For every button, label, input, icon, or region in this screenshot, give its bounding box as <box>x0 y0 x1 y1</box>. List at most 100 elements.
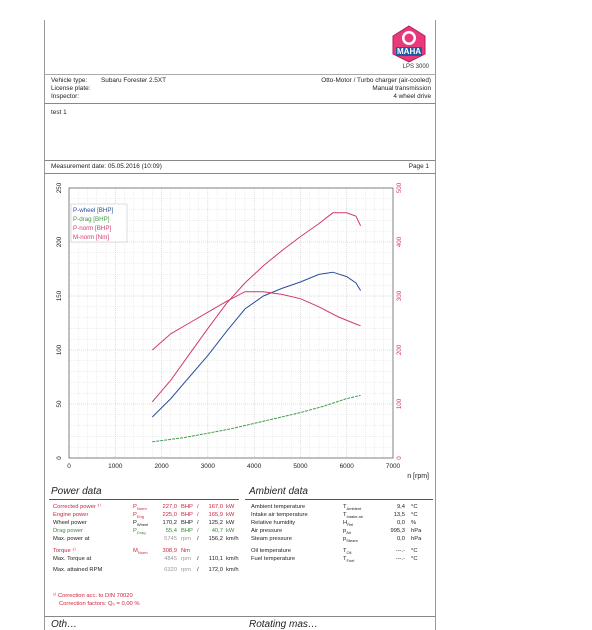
bottom-rule <box>45 616 435 617</box>
power-row-value2: 165,9 <box>208 512 223 518</box>
power-row-unit2: kW <box>226 528 235 534</box>
power-row-symbol: MNorm <box>133 548 148 556</box>
power-data-row: Corrected power ¹⁾ PNorm 227,0 BHP / 167,0 kW <box>51 504 239 511</box>
ambient-data-rule <box>245 499 433 500</box>
ambient-row-label: Air pressure <box>251 528 283 534</box>
x-tick-label: 4000 <box>247 463 262 470</box>
power-row-separator: / <box>197 520 199 526</box>
power-row-value2: 172,0 <box>208 567 223 573</box>
power-row-label: Drag power <box>53 528 83 534</box>
x-tick-label: 1000 <box>108 463 123 470</box>
y-right-tick-label: 100 <box>396 398 403 409</box>
power-row-symbol: PNorm <box>133 504 147 512</box>
power-row-separator: / <box>197 512 199 518</box>
power-row-value1: 225,0 <box>162 512 177 518</box>
power-row-separator: / <box>197 504 199 510</box>
ambient-data-row: Intake air temperature TIntake air 13,5 °C <box>249 512 433 519</box>
ambient-row-symbol: pAir <box>343 528 352 536</box>
ambient-row-value: 9,4 <box>396 504 405 510</box>
power-data-title: Power data <box>51 486 102 497</box>
power-row-label: Torque ¹⁾ <box>53 548 76 554</box>
ambient-row-symbol: pSteam <box>343 536 358 544</box>
ambient-row-unit: °C <box>411 504 418 510</box>
p-drag-series-line <box>152 394 361 443</box>
power-row-unit1: Nm <box>181 548 191 554</box>
power-row-value2: 125,2 <box>208 520 223 526</box>
power-row-value2: 156,2 <box>208 536 223 542</box>
power-row-unit2: kW <box>226 504 235 510</box>
power-row-label: Max. power at <box>53 536 90 542</box>
power-row-unit1: rpm <box>181 556 191 562</box>
power-row-unit2: kW <box>226 520 235 526</box>
power-row-unit1: rpm <box>181 567 191 573</box>
power-row-separator: / <box>197 556 199 562</box>
vehicle-info-left: Vehicle type: Subaru Forester 2.5XT Lice… <box>51 77 166 101</box>
y-left-tick-label: 100 <box>56 344 63 355</box>
power-row-value1: 4845 <box>164 556 177 562</box>
power-row-unit1: BHP <box>181 520 193 526</box>
footnote-factors: Correction factors: Q₀ = 0,00 % <box>59 601 140 607</box>
power-row-unit1: BHP <box>181 512 193 518</box>
ambient-row-subscript: Air <box>346 530 352 536</box>
power-row-symbol: PDrag <box>133 528 146 536</box>
ambient-row-value: 0,0 <box>396 536 405 542</box>
power-row-label: Max. attained RPM <box>53 567 103 573</box>
x-tick-label: 2000 <box>154 463 169 470</box>
engine-type: Otto-Motor / Turbo charger (air-cooled) <box>321 77 431 84</box>
ambient-data-title: Ambient data <box>249 486 308 497</box>
ambient-row-value: 995,3 <box>390 528 405 534</box>
power-row-symbol: PEng <box>133 512 144 520</box>
ambient-row-symbol: TAmbient <box>343 504 362 512</box>
header-divider <box>45 103 435 104</box>
power-row-value2: 110,1 <box>208 556 223 562</box>
x-tick-label: 5000 <box>293 463 308 470</box>
power-row-symbol: PWheel <box>133 520 149 528</box>
ambient-row-unit: hPa <box>411 536 422 542</box>
ambient-row-subscript: Rel <box>347 522 354 528</box>
y-left-tick-label: 150 <box>56 290 63 301</box>
power-row-unit2: kW <box>226 512 235 518</box>
power-row-subscript: Norm <box>136 506 147 512</box>
ambient-row-label: Steam pressure <box>251 536 292 542</box>
legend-entry: P-drag [BHP] <box>73 216 110 223</box>
ambient-row-label: Intake air temperature <box>251 512 308 518</box>
y-right-tick-label: 200 <box>396 344 403 355</box>
rotating-mass-title: Rotating mas… <box>249 619 318 630</box>
legend-entry: M-norm [Nm] <box>73 234 109 241</box>
power-data-row: Max. attained RPM 6320 rpm / 172,0 km/h <box>51 567 239 574</box>
x-tick-label: 0 <box>67 463 71 470</box>
power-data-row: Max. Torque at 4845 rpm / 110,1 km/h <box>51 556 239 563</box>
power-row-value1: 5745 <box>164 536 177 542</box>
ambient-row-symbol: TIntake air <box>343 512 363 520</box>
ambient-row-unit: hPa <box>411 528 422 534</box>
license-plate-label: License plate: <box>51 85 91 92</box>
power-row-label: Wheel power <box>53 520 87 526</box>
power-row-subscript: Drag <box>136 530 146 536</box>
vehicle-type-value: Subaru Forester 2.5XT <box>101 77 167 84</box>
x-tick-label: 6000 <box>340 463 355 470</box>
logo-caption: LPS 3000 <box>402 64 429 70</box>
maha-logo-icon: MAHA <box>392 25 426 63</box>
chart-series <box>151 212 362 443</box>
legend-entry: P-wheel [BHP] <box>73 207 114 214</box>
power-row-unit2: km/h <box>226 567 239 573</box>
power-row-value1: 170,2 <box>162 520 177 526</box>
ambient-row-symbol: TFuel <box>343 556 355 564</box>
power-row-separator: / <box>197 528 199 534</box>
ambient-row-label: Ambient temperature <box>251 504 306 510</box>
ambient-data-row: Steam pressure pSteam 0,0 hPa <box>249 536 433 543</box>
power-data-row: Engine power PEng 225,0 BHP / 165,9 kW <box>51 512 239 519</box>
y-right-tick-label: 500 <box>396 182 403 193</box>
power-row-unit2: km/h <box>226 536 239 542</box>
ambient-row-value: ---.- <box>395 556 405 562</box>
power-row-subscript: Eng <box>136 514 144 520</box>
dyno-report-sheet: MAHA LPS 3000 Vehicle type: Subaru Fores… <box>44 20 436 630</box>
vehicle-type-label: Vehicle type: <box>51 77 88 84</box>
power-row-unit1: BHP <box>181 528 193 534</box>
ambient-row-symbol: TOil <box>343 548 352 556</box>
ambient-data-row: Oil temperature TOil ---.- °C <box>249 548 433 555</box>
power-row-label: Engine power <box>53 512 89 518</box>
power-row-value2: 40,7 <box>211 528 223 534</box>
svg-text:MAHA: MAHA <box>397 47 421 56</box>
measurement-date: Measurement date: 05.05.2016 (10:09) <box>51 163 162 170</box>
